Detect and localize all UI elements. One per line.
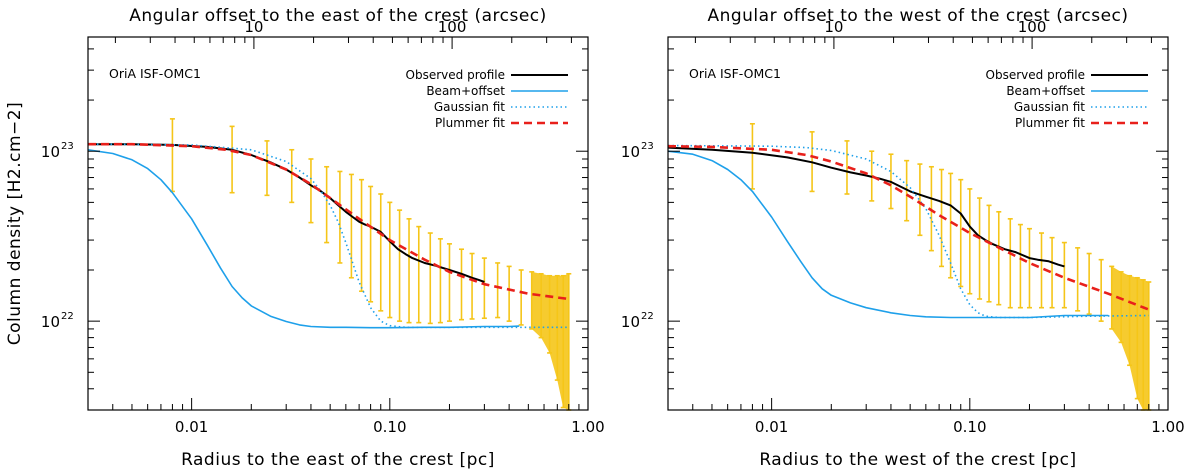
legend-label: Plummer fit bbox=[435, 116, 505, 130]
y-tick-label-exponent: 23 bbox=[61, 141, 74, 152]
x-tick-label: 0.10 bbox=[373, 418, 406, 436]
x-tick-label: 0.01 bbox=[755, 418, 788, 436]
x-axis-ticks bbox=[87, 37, 589, 411]
top-tick-label: 100 bbox=[1018, 18, 1047, 36]
error-bars-east bbox=[169, 118, 572, 411]
x-tick-label: 0.01 bbox=[175, 418, 208, 436]
top-tick-label: 10 bbox=[824, 18, 843, 36]
panel-label: OriA ISF-OMC1 bbox=[109, 66, 201, 81]
error-envelope bbox=[531, 271, 569, 410]
top-tick-label: 10 bbox=[244, 18, 263, 36]
plot-frame bbox=[87, 36, 589, 411]
legend-label: Observed profile bbox=[406, 68, 505, 82]
x-axis-ticks bbox=[667, 37, 1169, 411]
legend-label: Gaussian fit bbox=[434, 100, 505, 114]
top-tick-label: 100 bbox=[438, 18, 467, 36]
x-tick-label: 1.00 bbox=[1151, 418, 1184, 436]
series-observed-profileline bbox=[667, 146, 1065, 268]
error-envelope bbox=[1111, 266, 1149, 410]
legend-label: Plummer fit bbox=[1015, 116, 1085, 130]
x-axis-title: Radius to the west of the crest [pc] bbox=[759, 450, 1076, 470]
series-beam-offsetline bbox=[87, 149, 520, 329]
series-observed-profileline bbox=[88, 143, 485, 283]
series-gaussian-fitline bbox=[87, 143, 569, 329]
y-tick-label-exponent: 23 bbox=[641, 141, 654, 152]
x-axis-title: Radius to the east of the crest [pc] bbox=[181, 450, 495, 470]
y-tick-label-exponent: 22 bbox=[61, 311, 74, 322]
legend-label: Observed profile bbox=[986, 68, 1085, 82]
y-tick-label: 10 bbox=[621, 313, 640, 331]
y-tick-label: 10 bbox=[621, 143, 640, 161]
legend-label: Beam+offset bbox=[426, 84, 505, 98]
legend: Observed profile Beam+offset Gaussian fit P… bbox=[406, 68, 568, 130]
series-gaussian-fitline bbox=[667, 144, 1149, 319]
legend-label: Gaussian fit bbox=[1014, 100, 1085, 114]
legend: Observed profile Beam+offset Gaussian fit P… bbox=[986, 68, 1148, 130]
plot-frame bbox=[667, 36, 1169, 411]
series-plummer-fitline bbox=[667, 144, 1150, 311]
panel-label: OriA ISF-OMC1 bbox=[689, 66, 781, 81]
legend-label: Beam+offset bbox=[1006, 84, 1085, 98]
y-tick-label: 10 bbox=[41, 313, 60, 331]
x-tick-label: 0.10 bbox=[953, 418, 986, 436]
series-beam-offsetline bbox=[667, 150, 1109, 319]
y-tick-label: 10 bbox=[41, 143, 60, 161]
y-axis-title: Column density [H2.cm−2] bbox=[5, 102, 25, 345]
y-tick-label-exponent: 22 bbox=[641, 311, 654, 322]
top-axis-title: Angular offset to the east of the crest … bbox=[129, 6, 547, 26]
top-axis-title: Angular offset to the west of the crest … bbox=[707, 6, 1128, 26]
error-bars-west bbox=[749, 122, 1152, 411]
x-tick-label: 1.00 bbox=[571, 418, 604, 436]
series-plummer-fitline bbox=[88, 142, 569, 301]
